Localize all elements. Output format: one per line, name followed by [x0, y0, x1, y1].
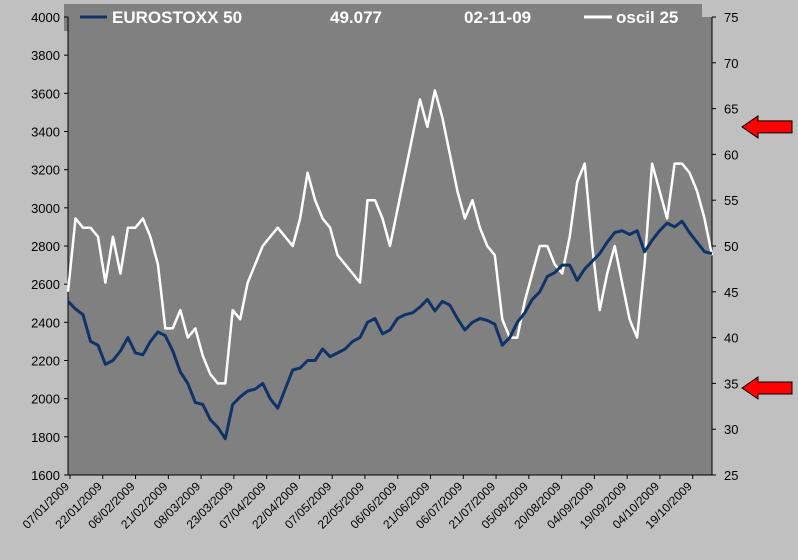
left-tick-label: 3400: [31, 125, 60, 140]
left-tick-label: 4000: [31, 10, 60, 25]
legend: EUROSTOXX 50 49.077 02-11-09 oscil 25: [64, 4, 702, 31]
right-tick-label: 50: [724, 239, 738, 254]
legend-label-eurostoxx: EUROSTOXX 50: [112, 8, 242, 27]
left-tick-label: 1800: [31, 430, 60, 445]
right-tick-label: 60: [724, 147, 738, 162]
eurostoxx-series-line: [66, 219, 713, 441]
left-tick-label: 2200: [31, 354, 60, 369]
legend-label-oscil: oscil 25: [616, 8, 678, 27]
left-tick-label: 1600: [31, 468, 60, 483]
left-tick-label: 3000: [31, 201, 60, 216]
left-tick-label: 3600: [31, 86, 60, 101]
x-axis: 07/01/200922/01/200906/02/200921/02/2009…: [20, 474, 712, 532]
legend-value: 49.077: [330, 8, 382, 27]
left-tick-label: 2400: [31, 315, 60, 330]
right-tick-label: 25: [724, 468, 738, 483]
right-tick-label: 35: [724, 376, 738, 391]
lower-threshold-arrow: [741, 376, 793, 400]
right-y-axis: 25 30 35 40 45 50 55 60 65 70 75: [711, 10, 738, 483]
left-tick-label: 3800: [31, 48, 60, 63]
right-tick-label: 30: [724, 422, 738, 437]
legend-date: 02-11-09: [464, 8, 531, 27]
right-tick-label: 55: [724, 193, 738, 208]
right-tick-label: 65: [724, 102, 738, 117]
series-lines: [66, 89, 714, 441]
upper-threshold-arrow: [741, 114, 793, 139]
right-tick-label: 75: [724, 10, 738, 25]
right-tick-label: 70: [724, 56, 738, 71]
right-tick-label: 40: [724, 331, 738, 346]
threshold-arrows: [741, 114, 793, 400]
left-tick-label: 3200: [31, 163, 60, 178]
left-tick-label: 2600: [31, 277, 60, 292]
left-y-axis: 1600 1800 2000 2200 2400 2600 2800 3000 3200 3400…: [31, 10, 69, 483]
left-tick-label: 2000: [31, 392, 60, 407]
oscil-series-line: [66, 89, 714, 385]
right-tick-label: 45: [724, 285, 738, 300]
left-tick-label: 2800: [31, 239, 60, 254]
